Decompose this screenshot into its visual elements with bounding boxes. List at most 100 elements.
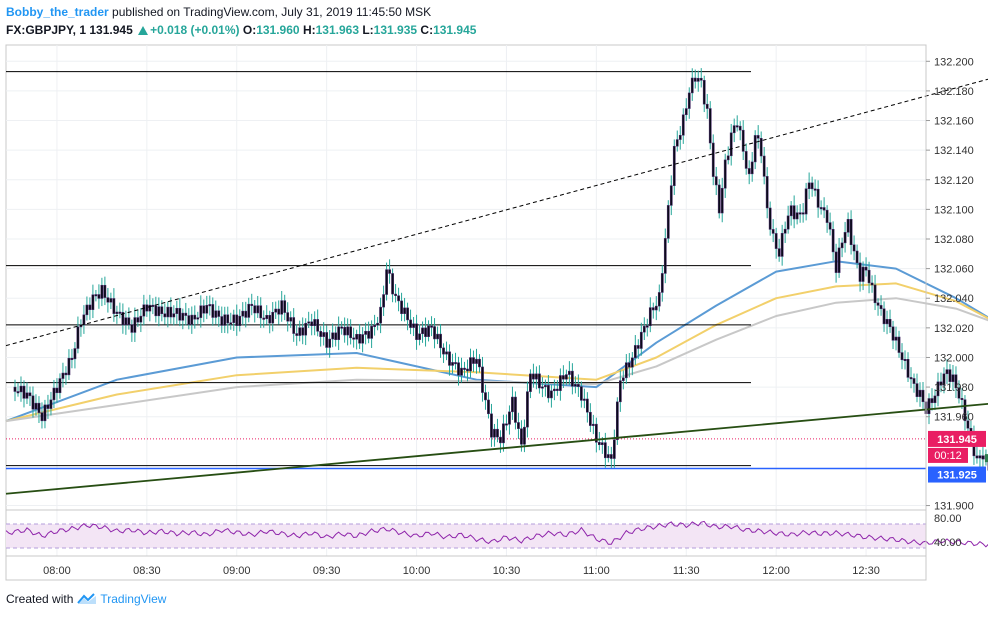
candle-body (720, 187, 724, 214)
candle-body (732, 125, 736, 134)
candle-body (831, 229, 835, 253)
candle-body (849, 219, 853, 246)
candle-body (94, 294, 98, 297)
candle-body (690, 77, 694, 94)
candle-body (789, 205, 793, 217)
rsi-pane (5, 520, 988, 549)
candle-body (211, 304, 215, 318)
candle-body (804, 188, 808, 215)
time-tick-label: 12:00 (762, 565, 790, 577)
open-value: 131.960 (256, 23, 300, 37)
candle-body (286, 312, 290, 322)
moving-average-line (5, 297, 988, 423)
candle-body (705, 103, 709, 109)
candle-body (559, 375, 562, 391)
price-tick-label: 132.040 (934, 293, 974, 305)
candle-body (639, 331, 643, 349)
candle-body (774, 233, 778, 249)
candle-body (957, 387, 961, 399)
candle-body (139, 315, 143, 323)
candle-body (127, 317, 131, 325)
candle-body (115, 311, 119, 314)
tradingview-brand[interactable]: TradingView (100, 592, 167, 606)
candle-body (373, 324, 376, 327)
candle-body (918, 389, 922, 397)
candle-body (253, 305, 257, 314)
candle-body (334, 332, 337, 340)
candle-body (256, 305, 260, 314)
candle-body (19, 385, 23, 393)
candle-body (73, 348, 77, 360)
candle-body (64, 372, 68, 376)
candle-body (660, 273, 664, 293)
candle-body (618, 380, 622, 403)
price-tick-label: 131.900 (934, 501, 974, 513)
candle-body (888, 319, 892, 328)
candle-body (873, 284, 877, 304)
author-name[interactable]: Bobby_the_trader (6, 5, 109, 19)
candle-body (376, 322, 379, 326)
candle-body (675, 139, 679, 147)
candle-body (783, 228, 787, 234)
candle-body (196, 317, 200, 320)
candle-body (577, 384, 580, 387)
candle-body (163, 313, 167, 318)
candle-body (795, 212, 799, 220)
candle-body (693, 77, 697, 82)
time-axis[interactable]: 08:00 08:30 09:00 09:30 10:00 10:30 11:00 11:30… (43, 565, 880, 577)
candle-body (861, 266, 865, 282)
candle-body (523, 426, 526, 445)
candle-body (741, 129, 745, 152)
price-axis[interactable]: 132.200 132.180 132.160 132.140 132.120 132.1… (926, 56, 974, 549)
candle-body (810, 182, 814, 190)
candle-body (942, 373, 946, 386)
candle-body (900, 352, 904, 361)
price-tick-label: 131.960 (934, 412, 974, 424)
candle-body (400, 300, 403, 314)
candle-body (487, 399, 490, 415)
candle-body (250, 303, 254, 306)
candle-body (598, 442, 601, 445)
candle-body (430, 325, 433, 328)
candle-body (759, 138, 763, 157)
symbol-info-bar: FX:GBPJPY, 1 131.945 +0.018 (+0.01%) O:1… (6, 22, 476, 38)
candle-body (412, 323, 415, 328)
candle-body (259, 305, 263, 319)
candle-body (624, 362, 628, 379)
candle-body (765, 176, 769, 209)
low-label: L: (362, 23, 374, 37)
candle-body (322, 332, 326, 337)
candle-body (391, 273, 394, 295)
tradingview-logo-icon (77, 593, 97, 604)
candle-body (154, 305, 158, 317)
rsi-line (5, 520, 988, 548)
candle-body (681, 114, 685, 136)
candle-body (708, 108, 712, 144)
candle-body (235, 314, 239, 326)
candle-body (696, 77, 700, 82)
last-price: 131.945 (89, 23, 133, 37)
candle-body (490, 413, 493, 438)
candle-body (100, 284, 104, 299)
candle-body (777, 248, 781, 257)
candle-body (277, 308, 281, 315)
candle-body (663, 238, 667, 274)
candle-body (592, 423, 595, 426)
candle-body (726, 155, 730, 161)
candle-body (160, 306, 164, 314)
candle-body (340, 326, 343, 329)
candle-body (28, 392, 32, 397)
candle-body (837, 247, 841, 273)
candle-body (981, 455, 985, 460)
candle-body (580, 386, 583, 401)
candle-body (424, 327, 427, 337)
candle-body (148, 304, 152, 312)
moving-average-line (5, 282, 988, 423)
up-arrow-icon (138, 26, 149, 35)
time-tick-label: 09:00 (223, 565, 251, 577)
candle-body (978, 455, 982, 459)
candle-body (867, 269, 871, 284)
horizontal-levels (6, 71, 926, 470)
candle-body (58, 378, 62, 394)
